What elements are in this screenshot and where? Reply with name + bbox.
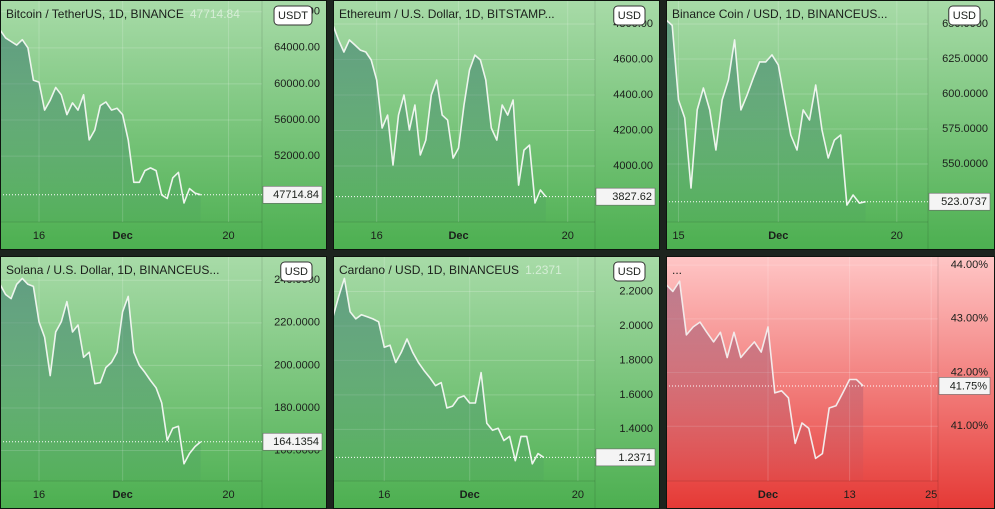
x-tick-label: Dec	[768, 230, 788, 242]
x-tick-label: 20	[572, 489, 584, 501]
y-tick-label: 600.0000	[942, 88, 988, 100]
price-area	[0, 278, 201, 481]
y-tick-label: 2.0000	[619, 320, 653, 332]
last-price-box	[262, 185, 323, 204]
x-tick-label: 15	[672, 230, 684, 242]
currency-badge	[948, 5, 981, 26]
y-tick-label: 180.0000	[274, 402, 320, 414]
y-tick-label: 2.2000	[619, 285, 653, 297]
chart-title: Binance Coin / USD, 1D, BINANCEUS...	[672, 7, 887, 21]
x-tick-label: Dec	[448, 230, 468, 242]
currency-badge	[613, 5, 646, 26]
price-line	[333, 24, 547, 204]
last-price-label: 3827.62	[612, 191, 652, 203]
y-tick-label: 43.00%	[951, 313, 989, 325]
y-tick-label: 625.0000	[942, 53, 988, 65]
chart-title: Solana / U.S. Dollar, 1D, BINANCEUS...	[6, 263, 219, 277]
price-line	[0, 277, 202, 465]
currency-badge	[273, 5, 313, 26]
chart-panel: 160.0000180.0000200.0000220.0000240.0000…	[0, 256, 327, 509]
chart-panel: 4000.004200.004400.004600.004800.0016Dec…	[333, 0, 660, 250]
y-tick-label: 1.4000	[619, 423, 653, 435]
y-tick-label: 60000.00	[274, 78, 320, 90]
title-price: 1.2371	[525, 263, 562, 277]
last-price-label: 47714.84	[273, 189, 319, 201]
currency-label: USDT	[278, 10, 308, 22]
last-price-box	[595, 448, 656, 467]
x-tick-label: Dec	[758, 489, 778, 501]
price-area	[666, 19, 866, 223]
x-tick-label: 16	[378, 489, 390, 501]
y-tick-label: 1.6000	[619, 389, 653, 401]
x-tick-label: 16	[33, 489, 45, 501]
y-tick-label: 41.00%	[951, 420, 989, 432]
y-tick-label: 4200.00	[613, 124, 653, 136]
last-price-box	[938, 377, 991, 395]
x-tick-label: 25	[925, 489, 937, 501]
x-tick-label: 16	[33, 230, 45, 242]
price-area	[333, 278, 544, 481]
last-price-box	[928, 192, 991, 211]
x-tick-label: Dec	[113, 230, 133, 242]
price-line	[0, 29, 201, 204]
price-area	[333, 25, 546, 222]
y-tick-label: 64000.00	[274, 42, 320, 54]
y-tick-label: 44.00%	[951, 259, 989, 271]
y-tick-label: 200.0000	[274, 359, 320, 371]
price-line	[666, 19, 866, 206]
chart-panel: 52000.0056000.0060000.0064000.0068000.00…	[0, 0, 327, 250]
chart-panel: 41.00% 42.00% 43.00% 44.00% Dec 13 25... 41.75%	[666, 256, 995, 509]
x-tick-label: 20	[562, 230, 574, 242]
y-tick-label: 575.0000	[942, 123, 988, 135]
last-price-label: 523.0737	[941, 196, 987, 208]
x-tick-label: 20	[222, 489, 234, 501]
panel-border	[0, 0, 327, 250]
x-tick-label: 16	[371, 230, 383, 242]
chart-title: Bitcoin / TetherUS, 1D, BINANCE	[6, 7, 184, 21]
last-price-label: 164.1354	[273, 436, 319, 448]
y-tick-label: 550.0000	[942, 158, 988, 170]
currency-label: USD	[618, 10, 641, 22]
currency-label: USD	[285, 266, 308, 278]
currency-badge	[280, 261, 313, 282]
chart-title: Cardano / USD, 1D, BINANCEUS	[339, 263, 519, 277]
panel-border	[333, 0, 660, 250]
x-tick-label: 13	[843, 489, 855, 501]
price-line	[666, 280, 864, 460]
x-tick-label: Dec	[460, 489, 480, 501]
x-tick-label: 20	[891, 230, 903, 242]
chart-title: Ethereum / U.S. Dollar, 1D, BITSTAMP...	[339, 7, 555, 21]
chart-title: ...	[672, 263, 682, 277]
y-tick-label: 4000.00	[613, 160, 653, 172]
y-tick-label: 56000.00	[274, 114, 320, 126]
y-tick-label: 42.00%	[951, 366, 989, 378]
last-price-box	[262, 432, 323, 451]
price-line	[333, 277, 545, 465]
last-price-label: 41.75%	[950, 380, 988, 392]
price-area	[666, 281, 864, 481]
x-tick-label: 20	[222, 230, 234, 242]
y-tick-label: 4600.00	[613, 53, 653, 65]
currency-badge	[613, 261, 646, 282]
chart-panel: 550.0000575.0000600.0000625.0000650.0000…	[666, 0, 995, 250]
chart-panel: 1.4000 1.6000 1.8000 2.0000 2.2000 16 Dec 20 Car…	[333, 256, 660, 509]
y-tick-label: 1.8000	[619, 354, 653, 366]
y-tick-label: 4400.00	[613, 89, 653, 101]
currency-label: USD	[618, 266, 641, 278]
y-tick-label: 220.0000	[274, 317, 320, 329]
price-area	[0, 29, 201, 222]
last-price-box	[595, 187, 656, 206]
y-tick-label: 52000.00	[274, 150, 320, 162]
currency-label: USD	[953, 10, 976, 22]
x-tick-label: Dec	[113, 489, 133, 501]
last-price-label: 1.2371	[618, 452, 652, 464]
title-price: 47714.84	[190, 7, 240, 21]
